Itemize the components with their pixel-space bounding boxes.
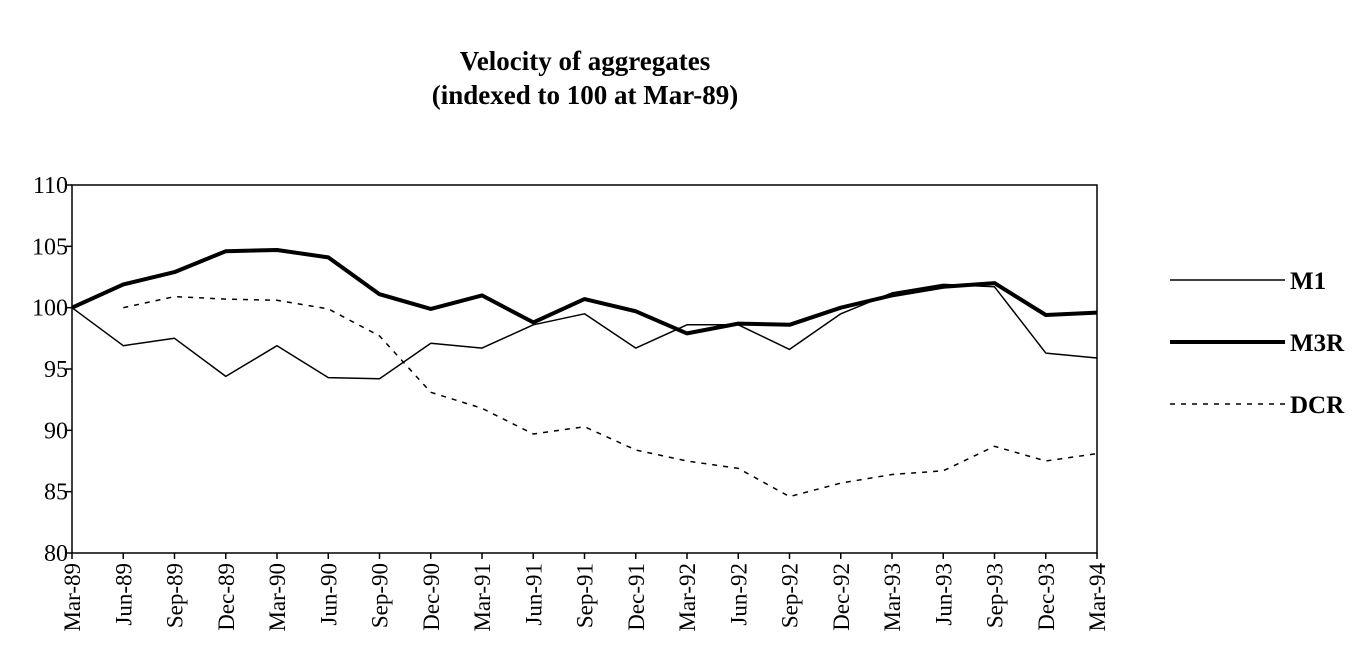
y-tick-label: 90 (44, 418, 68, 444)
x-tick-label: Mar-92 (675, 563, 700, 632)
y-tick-label: 80 (44, 541, 68, 567)
legend-label: M1 (1290, 268, 1326, 295)
x-tick-label: Jun-90 (316, 563, 341, 626)
x-tick-label: Jun-92 (726, 563, 751, 626)
x-tick-label: Sep-89 (163, 563, 188, 628)
x-tick-label: Sep-92 (778, 563, 803, 628)
x-tick-label: Jun-91 (521, 563, 546, 626)
x-tick-label: Dec-89 (214, 563, 239, 631)
x-tick-label: Jun-93 (931, 563, 956, 626)
x-tick-label: Dec-91 (624, 563, 649, 631)
y-tick-label: 100 (32, 296, 68, 322)
legend-label: DCR (1290, 392, 1345, 419)
chart-subtitle: (indexed to 100 at Mar-89) (432, 80, 738, 110)
x-tick-label: Dec-90 (419, 563, 444, 631)
x-tick-label: Mar-90 (265, 563, 290, 632)
y-tick-label: 110 (33, 173, 68, 199)
plot-area (71, 184, 1098, 554)
series-line (123, 295, 1098, 498)
chart-title: Velocity of aggregates (460, 46, 710, 76)
legend-label: M3R (1290, 330, 1345, 357)
x-tick-label: Mar-89 (60, 563, 85, 632)
x-tick-label: Mar-93 (880, 563, 905, 632)
series-line (71, 283, 1098, 380)
x-tick-label: Sep-91 (573, 563, 598, 628)
y-tick-label: 95 (44, 357, 68, 383)
x-tick-label: Mar-91 (470, 563, 495, 632)
x-tick-label: Sep-90 (368, 563, 393, 628)
y-tick-label: 85 (44, 480, 68, 506)
y-tick-label: 105 (32, 234, 68, 260)
x-tick-label: Dec-93 (1034, 563, 1059, 631)
x-tick-label: Jun-89 (111, 563, 136, 626)
x-tick-label: Mar-94 (1085, 563, 1110, 632)
series-line (71, 248, 1098, 336)
x-tick-label: Sep-93 (983, 563, 1008, 628)
x-tick-label: Dec-92 (829, 563, 854, 631)
